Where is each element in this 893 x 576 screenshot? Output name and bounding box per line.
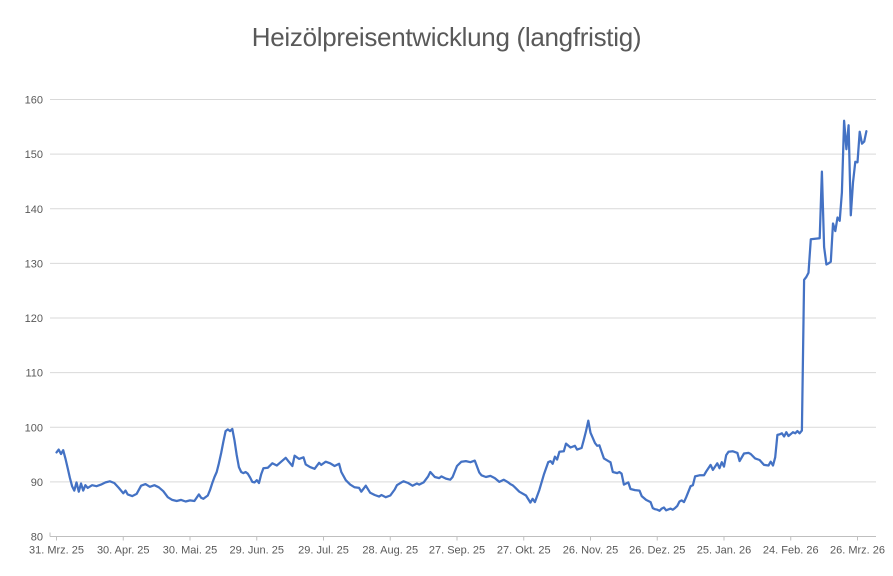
y-axis-label: 120 <box>25 313 43 325</box>
chart-title: Heizölpreisentwicklung (langfristig) <box>251 22 642 52</box>
y-axis-label: 90 <box>31 477 43 489</box>
x-axis-label: 26. Mrz. 26 <box>830 545 885 557</box>
x-axis-label: 30. Apr. 25 <box>97 545 150 557</box>
y-axis-label: 110 <box>25 368 43 380</box>
y-axis-label: 160 <box>25 95 43 107</box>
y-axis-label: 100 <box>25 422 43 434</box>
x-axis-label: 30. Mai. 25 <box>163 545 217 557</box>
y-axis-label: 130 <box>25 258 43 270</box>
y-axis-label: 80 <box>31 532 43 544</box>
price-line <box>55 119 868 512</box>
y-axis-label: 140 <box>25 204 43 216</box>
x-axis-label: 29. Jul. 25 <box>298 545 349 557</box>
x-axis-label: 27. Sep. 25 <box>429 545 485 557</box>
x-axis-label: 24. Feb. 26 <box>763 545 819 557</box>
x-axis-label: 26. Nov. 25 <box>563 545 618 557</box>
y-axis-label: 150 <box>25 149 43 161</box>
x-axis-label: 25. Jan. 26 <box>697 545 751 557</box>
x-axis-label: 27. Okt. 25 <box>497 545 551 557</box>
x-axis-label: 26. Dez. 25 <box>629 545 685 557</box>
x-axis-label: 29. Jun. 25 <box>230 545 284 557</box>
x-axis-label: 31. Mrz. 25 <box>29 545 84 557</box>
x-axis-label: 28. Aug. 25 <box>362 545 418 557</box>
